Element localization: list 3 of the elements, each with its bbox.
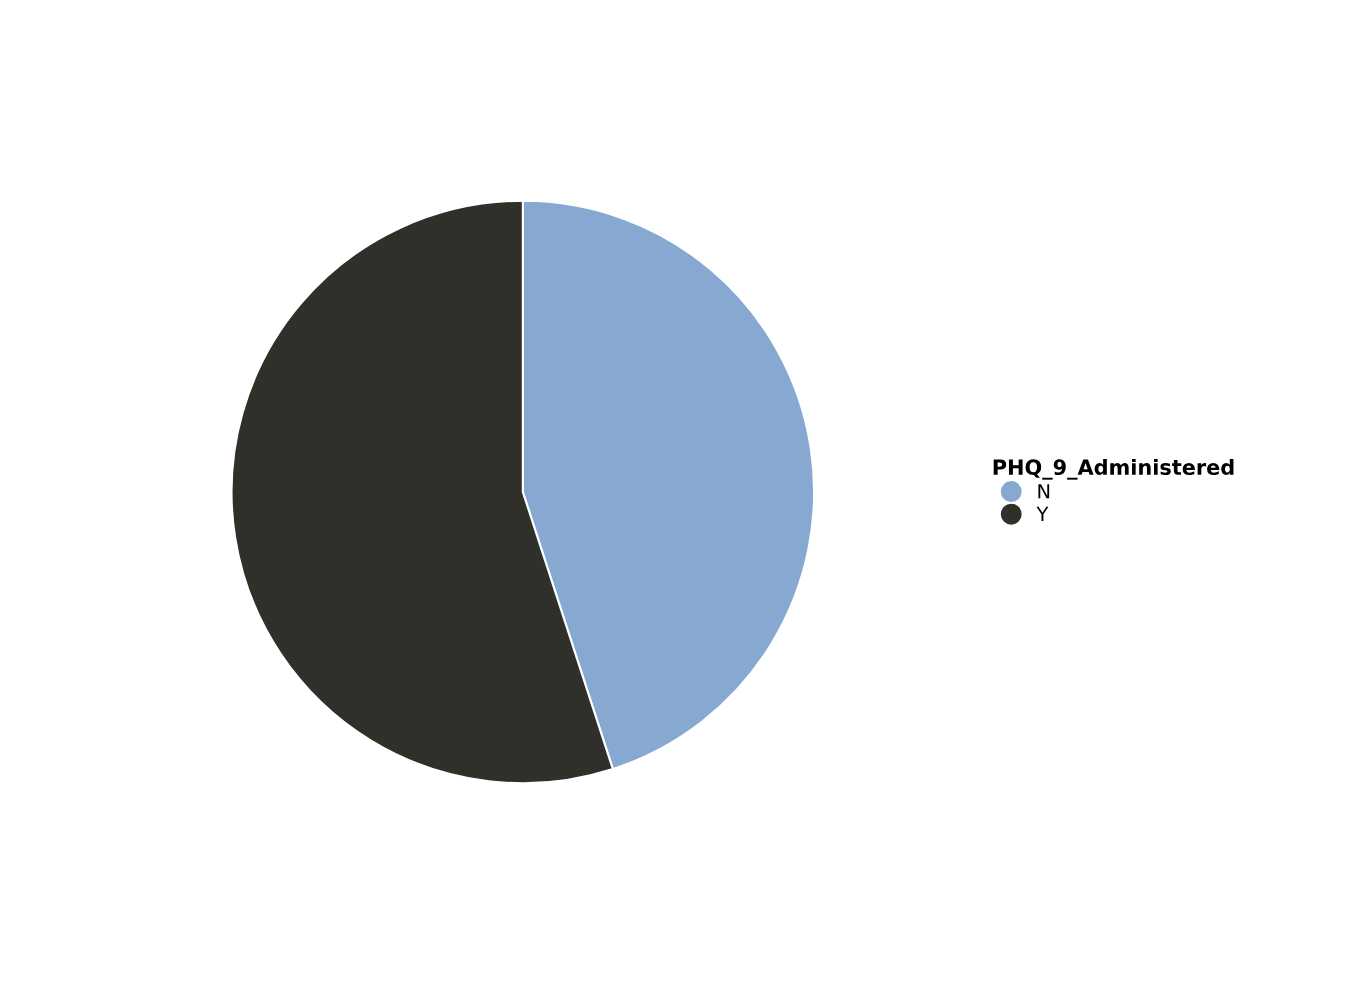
legend-label: Y: [1036, 506, 1049, 522]
legend-title: PHQ_9_Administered: [993, 458, 1234, 480]
legend-label: N: [1038, 484, 1050, 499]
